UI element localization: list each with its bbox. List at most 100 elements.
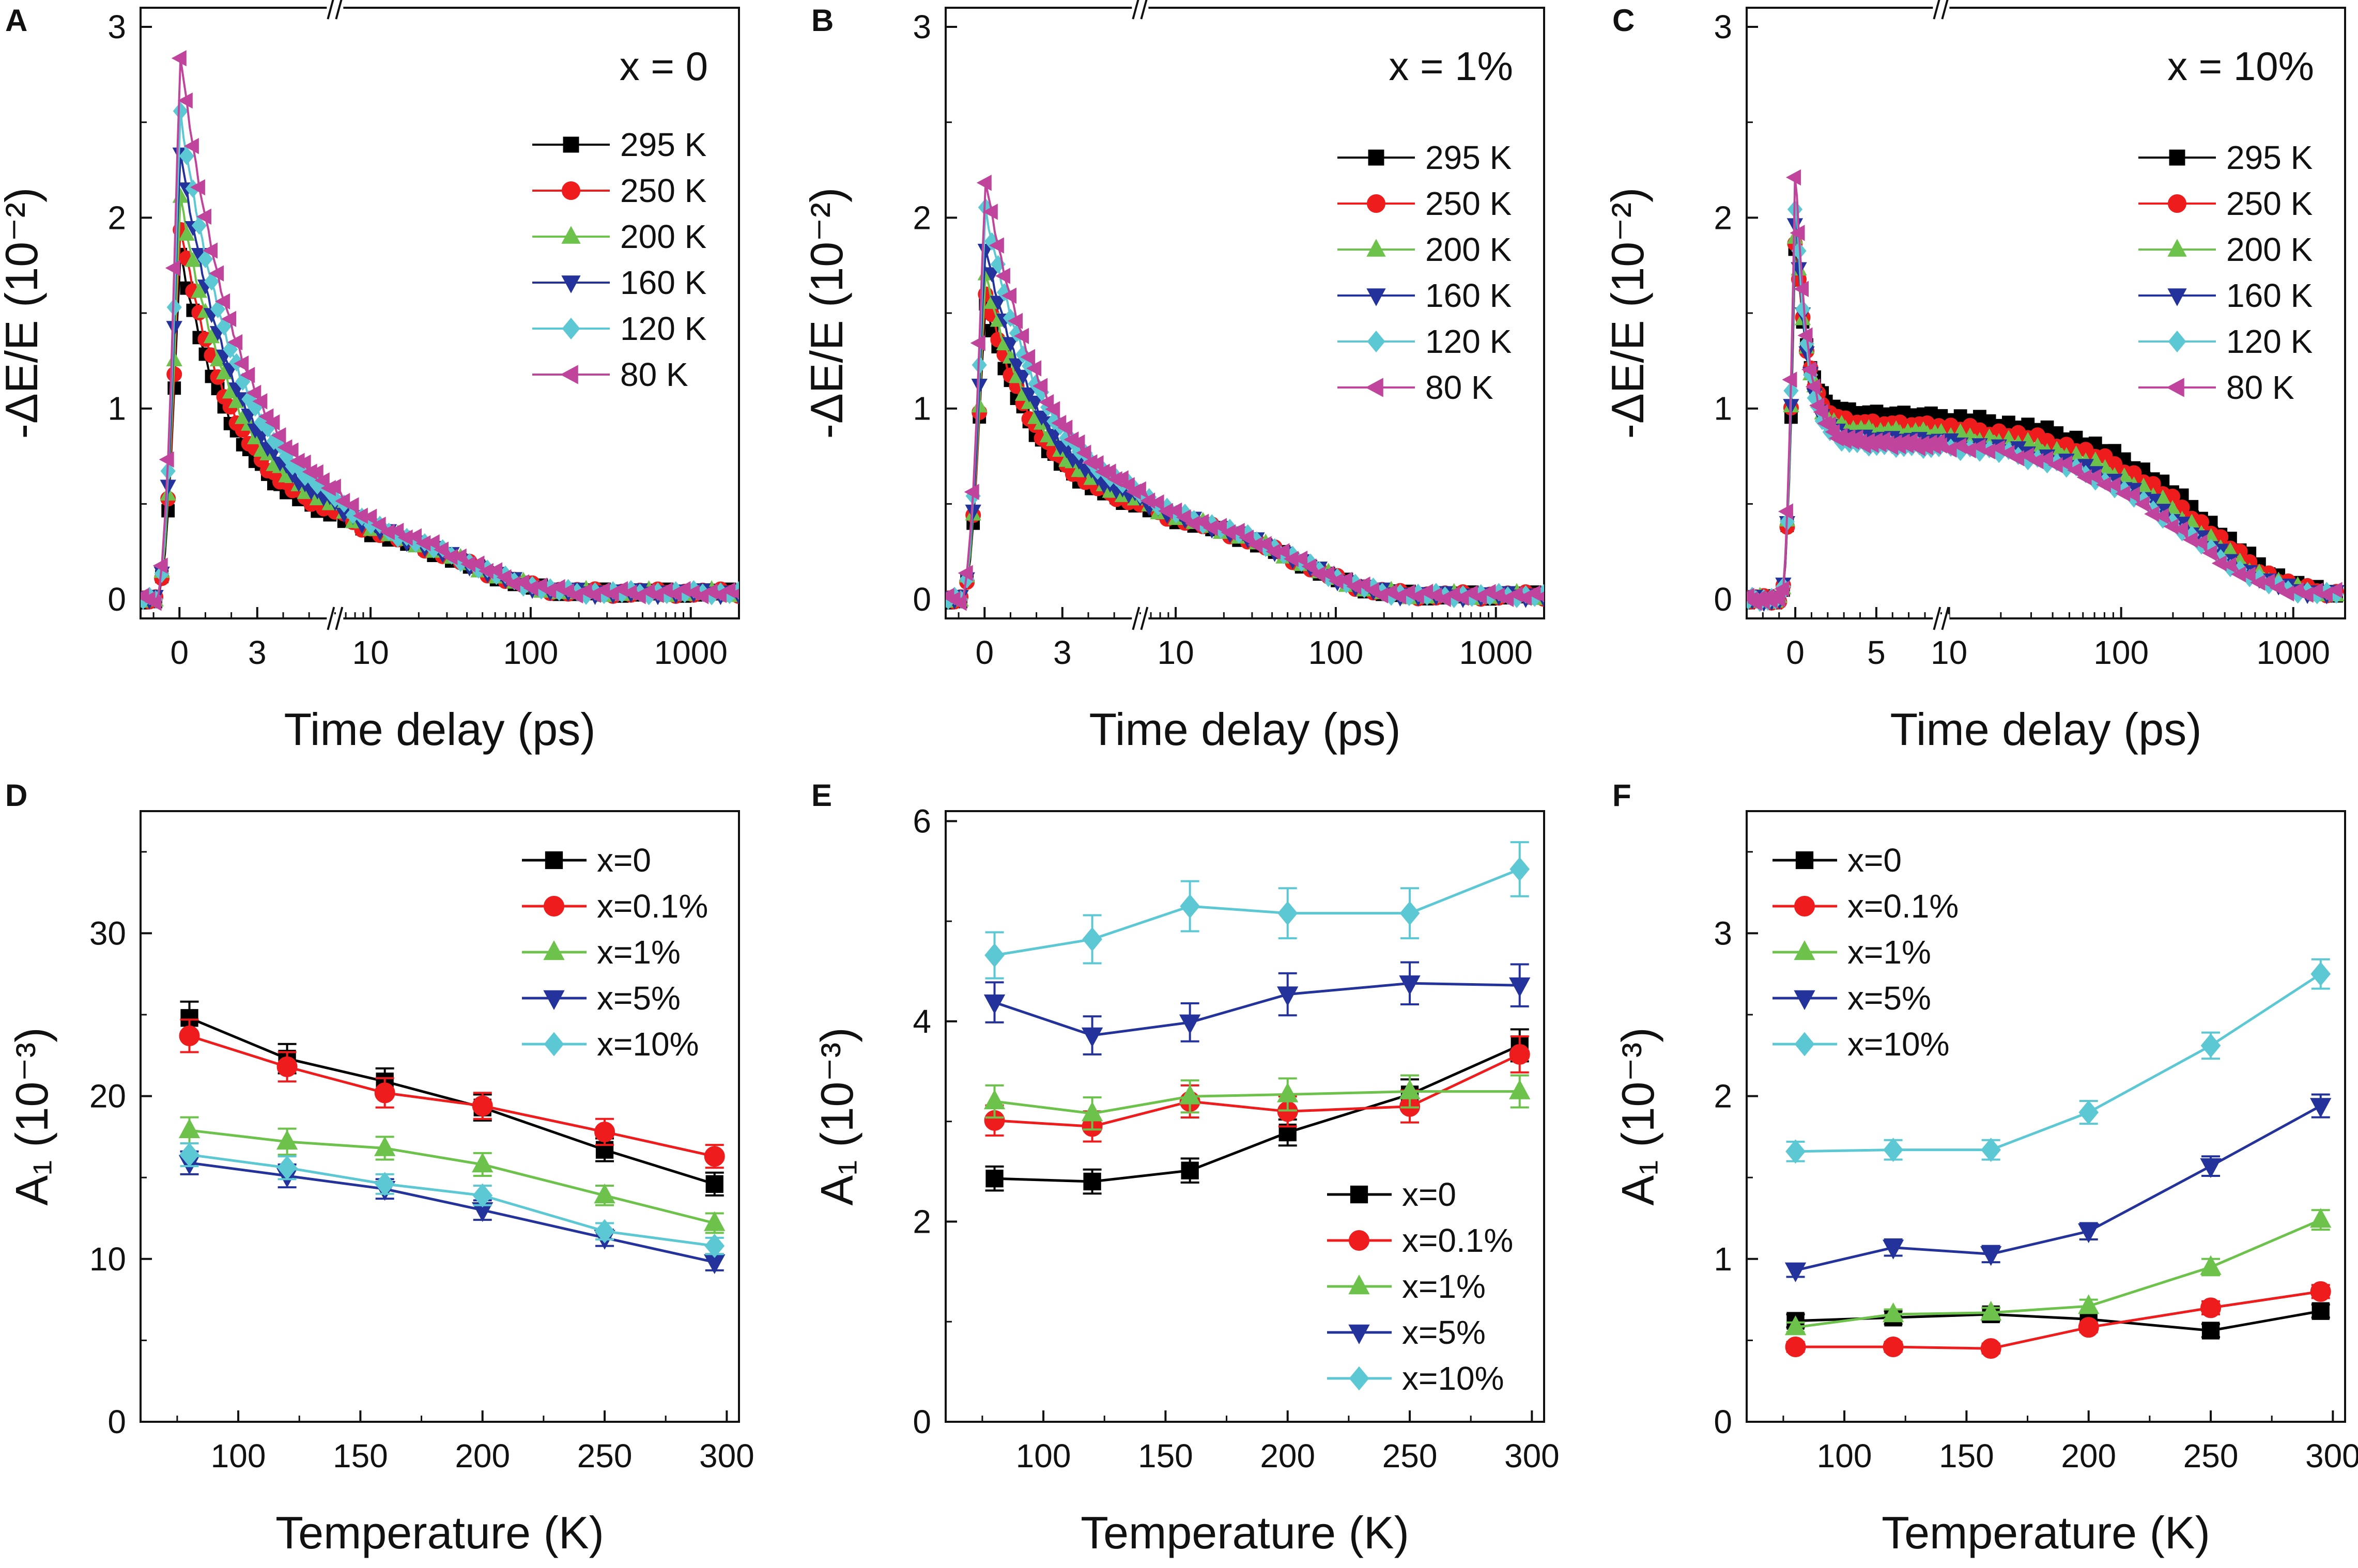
y-tick-label: 10 [89,1240,126,1278]
y-tick-label: 0 [107,1403,126,1440]
data-point [983,267,1000,283]
data-point [1813,403,1828,421]
data-point [970,335,985,351]
x-axis-label: Temperature (K) [275,1507,604,1558]
data-point [1785,1139,1806,1164]
data-point [375,1172,395,1197]
y-axis-label: -ΔE/E (10⁻²) [801,188,852,439]
data-point [178,225,195,241]
data-point [2192,534,2208,551]
series-line [189,1034,715,1158]
legend-label: 250 K [2226,185,2313,222]
x-tick-label: 10 [352,634,389,671]
legend-marker [1795,851,1814,870]
series-80k [141,50,739,611]
data-point [344,497,359,514]
legend-label: x=1% [1402,1268,1486,1305]
data-point [1181,1161,1199,1179]
legend-marker [2166,378,2184,397]
legend-label: x=5% [1402,1314,1486,1351]
series-x01 [179,1018,725,1169]
y-tick-label: 6 [913,802,931,840]
data-point [472,1183,493,1208]
legend-label: 295 K [1425,139,1512,176]
data-point [594,1219,615,1244]
legend-label: x=0.1% [1402,1222,1513,1259]
y-tick-label: 1 [107,390,126,427]
data-point [1785,169,1801,186]
data-point [1032,378,1048,394]
data-point [1113,470,1129,487]
chart-panel-C: C 0 1 2 3 0 5 10 100 1000 x = 10% 295 K 250 K 200 K 16… [1602,0,2346,755]
x-tick-label: 1000 [1459,634,1533,671]
data-point [1399,975,1421,996]
legend-label: 200 K [620,218,706,255]
data-point [371,517,386,533]
y-tick-label: 3 [1714,8,1732,45]
data-point [989,237,1004,254]
data-point [2200,1033,2221,1058]
data-point [1882,1239,1904,1260]
x-tick-label: 100 [1817,1437,1872,1474]
data-point [252,393,268,410]
x-tick-label: 200 [455,1437,510,1474]
data-point [469,555,485,572]
y-tick-label: 3 [913,8,931,45]
data-point [1277,1082,1299,1103]
x-tick-label: 200 [1260,1437,1315,1474]
legend-label: x=1% [597,934,681,971]
data-point [1970,438,1986,455]
data-point [1509,1044,1530,1065]
data-area [141,50,739,611]
data-point [2067,462,2082,478]
legend-marker [544,896,564,917]
data-point [1088,455,1104,472]
legend-label: x=0 [597,842,651,879]
data-point [985,1169,1004,1188]
data-point [2310,1281,2331,1302]
data-point [2310,1098,2332,1118]
x-tick-label: 100 [1308,634,1364,671]
data-point [983,994,1006,1015]
data-point [1534,591,1544,602]
data-point [1778,503,1793,520]
legend-marker [543,990,565,1011]
data-point [964,484,979,500]
data-point [472,1152,494,1173]
x-tick-label: 250 [2183,1437,2239,1474]
series-x01 [984,1035,1530,1143]
data-point [1180,894,1200,919]
data-area [1747,169,2345,612]
data-point [314,472,330,489]
legend-marker [562,181,580,200]
y-tick-label: 3 [1714,914,1732,952]
data-point [958,565,973,581]
legend-marker [1367,330,1385,353]
data-point [1277,901,1298,926]
series-line [994,1053,1520,1128]
legend-marker [1368,149,1384,166]
legend-label: x=5% [597,980,681,1017]
data-point [2240,566,2256,583]
legend-label: 80 K [620,356,688,393]
data-point [1301,558,1317,575]
data-point [1883,1337,1904,1358]
data-point [532,577,547,594]
data-point [1980,1338,2001,1359]
legend-label: x=0 [1402,1176,1456,1213]
series-line [189,1153,715,1248]
axis-break-mark [327,607,335,630]
data-point [191,216,207,235]
data-point [1794,281,1809,297]
data-point [246,384,261,401]
y-tick-label: 1 [1714,390,1732,427]
panel-letter: A [5,3,27,38]
data-point [216,317,232,336]
series-line [994,1044,1520,1183]
axis-break-mark [335,0,343,20]
data-point [271,427,286,444]
x-tick-label: 3 [248,634,267,671]
series-x10 [984,841,1530,980]
axis-break-mark [1933,607,1941,630]
legend-marker [1367,194,1385,213]
